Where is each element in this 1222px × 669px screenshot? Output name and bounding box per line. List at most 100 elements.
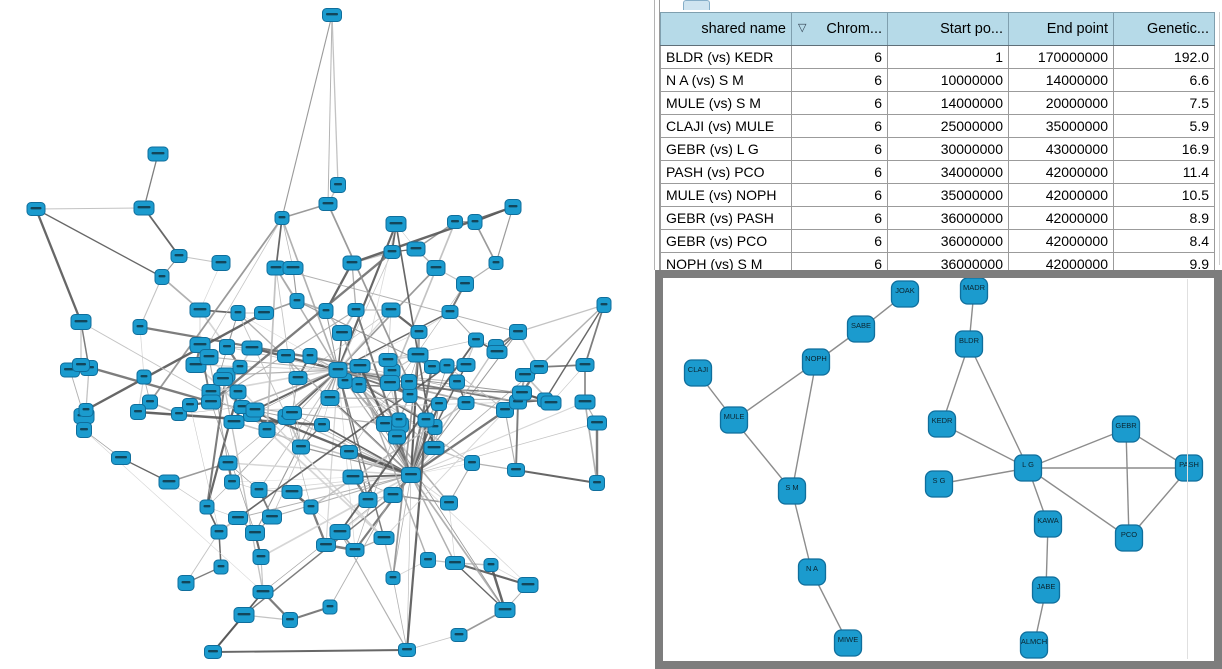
main-network-node[interactable]	[351, 377, 367, 393]
table-cell[interactable]: 7.5	[1113, 91, 1215, 115]
main-network-edge[interactable]	[410, 474, 529, 586]
main-network-edge[interactable]	[446, 365, 506, 411]
main-network-edge[interactable]	[143, 207, 180, 257]
main-network-node[interactable]	[540, 395, 562, 411]
main-network-edge[interactable]	[392, 577, 408, 651]
main-network-node[interactable]	[72, 358, 90, 372]
main-network-node[interactable]	[303, 499, 319, 515]
main-network-node[interactable]	[213, 559, 229, 575]
table-cell[interactable]: 25000000	[887, 114, 1009, 138]
main-network-node[interactable]	[467, 214, 483, 230]
main-network-node[interactable]	[512, 385, 532, 401]
main-network-node[interactable]	[464, 455, 480, 471]
main-network-node[interactable]	[347, 303, 365, 317]
table-cell[interactable]: 6	[791, 91, 888, 115]
subnetwork-node-MADR[interactable]: MADR	[959, 278, 989, 305]
main-network-edge[interactable]	[208, 356, 339, 371]
main-network-edge[interactable]	[178, 406, 243, 415]
main-network-node[interactable]	[596, 297, 612, 313]
table-row[interactable]: PASH (vs) PCO 6 34000000 42000000 11.4	[660, 160, 1215, 184]
main-network-node[interactable]	[587, 415, 607, 431]
main-network-node[interactable]	[385, 216, 407, 232]
main-network-canvas[interactable]	[0, 0, 654, 669]
table-cell[interactable]: 10000000	[887, 68, 1009, 92]
table-row[interactable]: GEBR (vs) L G 6 30000000 43000000 16.9	[660, 137, 1215, 161]
subnetwork-node-BLDR[interactable]: BLDR	[954, 330, 984, 358]
main-network-edge[interactable]	[392, 474, 412, 579]
main-network-node[interactable]	[245, 402, 265, 418]
table-cell[interactable]: 42000000	[1008, 206, 1114, 230]
table-cell[interactable]: CLAJI (vs) MULE	[660, 114, 792, 138]
main-network-node[interactable]	[254, 306, 274, 320]
subnetwork-node-SABE[interactable]: SABE	[846, 315, 876, 343]
table-cell[interactable]: 1	[887, 45, 1009, 69]
main-network-edge[interactable]	[355, 309, 412, 476]
main-network-edge[interactable]	[454, 562, 506, 611]
main-network-node[interactable]	[358, 492, 378, 508]
main-network-node[interactable]	[410, 325, 428, 339]
main-network-edge[interactable]	[34, 208, 83, 323]
main-network-node[interactable]	[407, 347, 429, 363]
subnetwork-edge[interactable]	[1125, 428, 1130, 539]
table-cell[interactable]: 170000000	[1008, 45, 1114, 69]
main-network-node[interactable]	[130, 404, 146, 420]
table-cell[interactable]: 9.9	[1113, 252, 1215, 276]
main-network-edge[interactable]	[410, 366, 540, 476]
main-network-node[interactable]	[378, 353, 398, 367]
main-network-node[interactable]	[330, 177, 346, 193]
main-network-node[interactable]	[318, 197, 338, 211]
subnetwork-node-PCO[interactable]: PCO	[1114, 524, 1144, 552]
main-network-node[interactable]	[182, 398, 198, 412]
main-network-node[interactable]	[322, 599, 338, 615]
main-network-node[interactable]	[142, 394, 158, 410]
main-network-node[interactable]	[199, 499, 215, 515]
main-network-node[interactable]	[342, 255, 362, 271]
subnetwork-canvas[interactable]: JOAK MADR SABE NOPH BLDR CLAJI MULE KEDR GEBR S G…	[663, 278, 1214, 659]
main-network-edge[interactable]	[271, 474, 412, 518]
main-network-node[interactable]	[228, 511, 248, 525]
main-network-node[interactable]	[456, 358, 476, 372]
main-network-node[interactable]	[274, 211, 290, 225]
main-network-node[interactable]	[154, 269, 170, 285]
table-cell[interactable]: 5.9	[1113, 114, 1215, 138]
table-cell[interactable]: PASH (vs) PCO	[660, 160, 792, 184]
subnetwork-node-L G[interactable]: L G	[1013, 454, 1043, 482]
main-network-node[interactable]	[189, 302, 211, 318]
main-network-edge[interactable]	[143, 153, 159, 209]
main-network-edge[interactable]	[410, 474, 456, 564]
main-network-node[interactable]	[449, 374, 465, 390]
main-network-node[interactable]	[509, 324, 527, 340]
main-network-node[interactable]	[233, 607, 255, 623]
subnetwork-edge[interactable]	[1027, 467, 1130, 539]
main-network-edge[interactable]	[410, 419, 427, 476]
main-network-node[interactable]	[292, 439, 310, 455]
main-network-node[interactable]	[147, 146, 169, 162]
table-cell[interactable]: 43000000	[1008, 137, 1114, 161]
main-network-edge[interactable]	[149, 217, 283, 403]
main-network-edge[interactable]	[515, 468, 598, 485]
main-network-edge[interactable]	[584, 304, 605, 366]
table-row[interactable]: CLAJI (vs) MULE 6 25000000 35000000 5.9	[660, 114, 1215, 138]
main-network-node[interactable]	[488, 256, 504, 270]
main-network-node[interactable]	[170, 249, 188, 263]
main-network-node[interactable]	[262, 509, 282, 525]
subnetwork-node-S M[interactable]: S M	[777, 477, 807, 505]
main-network-node[interactable]	[78, 403, 94, 417]
main-network-node[interactable]	[132, 319, 148, 335]
main-network-node[interactable]	[376, 416, 394, 432]
main-network-edge[interactable]	[237, 312, 288, 418]
main-network-node[interactable]	[229, 384, 247, 400]
main-network-edge[interactable]	[406, 474, 412, 651]
main-network-edge[interactable]	[410, 401, 586, 476]
main-network-edge[interactable]	[286, 416, 312, 508]
main-network-node[interactable]	[245, 525, 265, 541]
table-scrollbar-track[interactable]	[1219, 12, 1220, 265]
subnetwork-node-NOPH[interactable]: NOPH	[801, 348, 831, 376]
column-header-3[interactable]: End point	[1008, 12, 1114, 46]
table-cell[interactable]: 6	[791, 114, 888, 138]
main-network-node[interactable]	[450, 628, 468, 642]
main-network-edge[interactable]	[281, 217, 294, 269]
table-cell[interactable]: 20000000	[1008, 91, 1114, 115]
table-cell[interactable]: 8.9	[1113, 206, 1215, 230]
table-cell[interactable]: 30000000	[887, 137, 1009, 161]
